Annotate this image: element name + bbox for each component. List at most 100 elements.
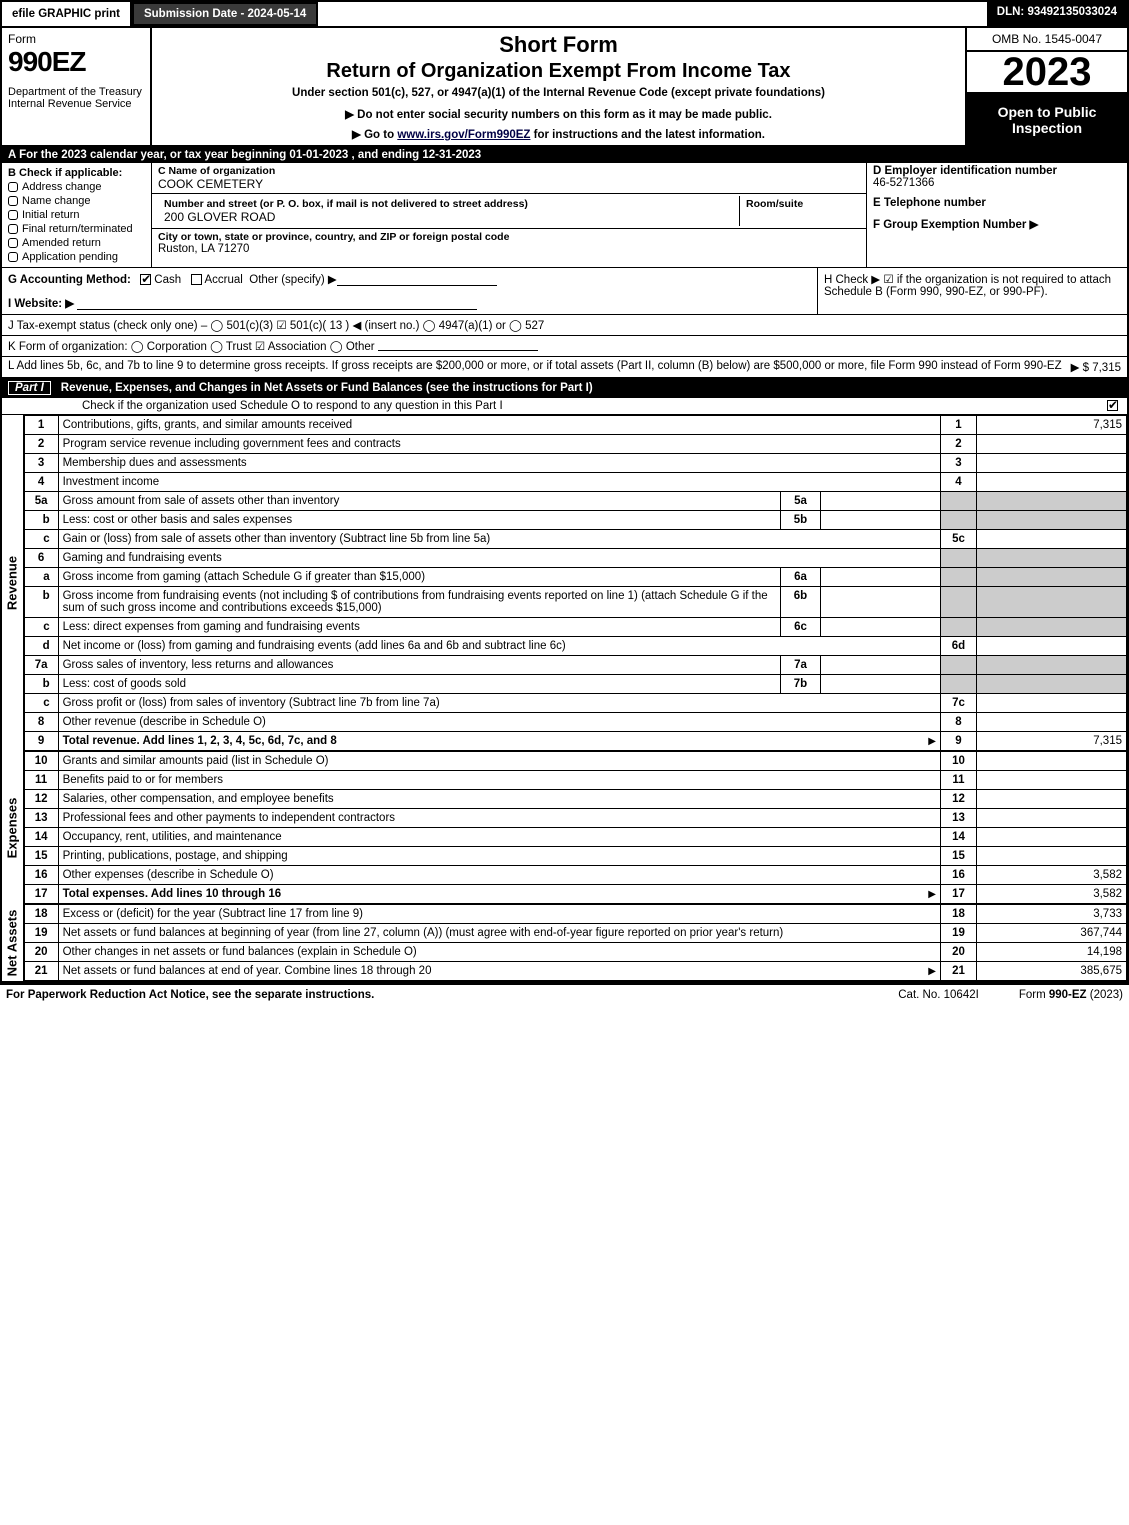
line-7c: cGross profit or (loss) from sales of in… <box>24 694 1126 713</box>
org-name-value: COOK CEMETERY <box>158 177 860 191</box>
line-13: 13Professional fees and other payments t… <box>24 809 1126 828</box>
col-b-checkboxes: B Check if applicable: Address change Na… <box>2 163 152 267</box>
open-to-public: Open to Public Inspection <box>967 94 1127 145</box>
line-5c: cGain or (loss) from sale of assets othe… <box>24 530 1126 549</box>
address-value: 200 GLOVER ROAD <box>164 210 733 224</box>
form-title: Return of Organization Exempt From Incom… <box>160 60 957 83</box>
checkbox-address-change[interactable] <box>8 182 18 192</box>
l-text: L Add lines 5b, 6c, and 7b to line 9 to … <box>8 360 1062 374</box>
opt-initial-return: Initial return <box>22 209 79 221</box>
footer-right: Form 990-EZ (2023) <box>1019 989 1123 1001</box>
checkbox-initial-return[interactable] <box>8 210 18 220</box>
part1-sub: Check if the organization used Schedule … <box>2 398 1127 415</box>
checkbox-name-change[interactable] <box>8 196 18 206</box>
row-a-calendar-year: A For the 2023 calendar year, or tax yea… <box>2 147 1127 163</box>
line-15: 15Printing, publications, postage, and s… <box>24 847 1126 866</box>
goto-post: for instructions and the latest informat… <box>530 129 765 141</box>
opt-application-pending: Application pending <box>22 251 118 263</box>
part1-sub-text: Check if the organization used Schedule … <box>82 400 503 412</box>
line-9: 9Total revenue. Add lines 1, 2, 3, 4, 5c… <box>24 732 1126 751</box>
block-bcdef: B Check if applicable: Address change Na… <box>2 163 1127 268</box>
side-netassets: Net Assets <box>2 904 24 981</box>
col-c-org-info: C Name of organization COOK CEMETERY Num… <box>152 163 867 267</box>
org-name-block: C Name of organization COOK CEMETERY <box>152 163 866 194</box>
col-def: D Employer identification number46-52713… <box>867 163 1127 267</box>
line-12: 12Salaries, other compensation, and empl… <box>24 790 1126 809</box>
city-heading: City or town, state or province, country… <box>158 231 860 243</box>
line-5a: 5aGross amount from sale of assets other… <box>24 492 1126 511</box>
short-form-title: Short Form <box>160 32 957 58</box>
netassets-table: 18Excess or (deficit) for the year (Subt… <box>24 904 1127 981</box>
form-word: Form <box>8 32 144 46</box>
g-accounting: G Accounting Method: Cash Accrual Other … <box>2 268 817 314</box>
other-specify-input[interactable] <box>337 274 497 286</box>
ssn-warning: ▶ Do not enter social security numbers o… <box>160 107 957 121</box>
city-block: City or town, state or province, country… <box>152 229 866 257</box>
line-6b: bGross income from fundraising events (n… <box>24 587 1126 618</box>
goto-pre: ▶ Go to <box>352 129 397 141</box>
header-left: Form 990EZ Department of the Treasury In… <box>2 28 152 145</box>
opt-other: Other (specify) ▶ <box>249 274 336 286</box>
h-schedule-b: H Check ▶ ☑ if the organization is not r… <box>817 268 1127 314</box>
line-6a: aGross income from gaming (attach Schedu… <box>24 568 1126 587</box>
j-text: J Tax-exempt status (check only one) – ◯… <box>8 318 544 332</box>
ein-heading: D Employer identification number <box>873 165 1057 177</box>
line-18: 18Excess or (deficit) for the year (Subt… <box>24 905 1126 924</box>
under-section: Under section 501(c), 527, or 4947(a)(1)… <box>160 87 957 99</box>
g-label: G Accounting Method: <box>8 274 131 286</box>
form-number: 990EZ <box>8 46 144 78</box>
line-1: 1Contributions, gifts, grants, and simil… <box>24 416 1126 435</box>
efile-print-button[interactable]: efile GRAPHIC print <box>2 2 132 26</box>
checkbox-schedule-o[interactable] <box>1107 400 1118 411</box>
omb-number: OMB No. 1545-0047 <box>967 28 1127 52</box>
department: Department of the Treasury Internal Reve… <box>8 86 144 110</box>
form-container: efile GRAPHIC print Submission Date - 20… <box>0 0 1129 983</box>
page-footer: For Paperwork Reduction Act Notice, see … <box>0 983 1129 1005</box>
line-8: 8Other revenue (describe in Schedule O)8 <box>24 713 1126 732</box>
row-l-gross-receipts: L Add lines 5b, 6c, and 7b to line 9 to … <box>2 357 1127 378</box>
tax-year: 2023 <box>967 52 1127 94</box>
checkbox-amended-return[interactable] <box>8 238 18 248</box>
line-17: 17Total expenses. Add lines 10 through 1… <box>24 885 1126 904</box>
ein-value: 46-5271366 <box>873 177 934 189</box>
opt-cash: Cash <box>154 274 181 286</box>
footer-left: For Paperwork Reduction Act Notice, see … <box>6 989 858 1001</box>
line-3: 3Membership dues and assessments3 <box>24 454 1126 473</box>
i-website-label: I Website: ▶ <box>8 298 74 310</box>
irs-link[interactable]: www.irs.gov/Form990EZ <box>397 129 530 141</box>
line-7b: bLess: cost of goods sold7b <box>24 675 1126 694</box>
line-20: 20Other changes in net assets or fund ba… <box>24 943 1126 962</box>
netassets-section: Net Assets 18Excess or (deficit) for the… <box>2 904 1127 981</box>
opt-final-return: Final return/terminated <box>22 223 133 235</box>
row-j-tax-exempt: J Tax-exempt status (check only one) – ◯… <box>2 315 1127 336</box>
line-21: 21Net assets or fund balances at end of … <box>24 962 1126 981</box>
part1-header: Part I Revenue, Expenses, and Changes in… <box>2 378 1127 398</box>
phone-heading: E Telephone number <box>873 197 986 209</box>
city-value: Ruston, LA 71270 <box>158 243 860 255</box>
revenue-table: 1Contributions, gifts, grants, and simil… <box>24 415 1127 751</box>
k-text: K Form of organization: ◯ Corporation ◯ … <box>8 339 375 353</box>
line-5b: bLess: cost or other basis and sales exp… <box>24 511 1126 530</box>
opt-accrual: Accrual <box>205 274 243 286</box>
checkbox-cash[interactable] <box>140 274 151 285</box>
b-label: B Check if applicable: <box>8 167 122 179</box>
line-10: 10Grants and similar amounts paid (list … <box>24 752 1126 771</box>
address-heading: Number and street (or P. O. box, if mail… <box>164 198 733 210</box>
submission-date: Submission Date - 2024-05-14 <box>132 2 318 26</box>
row-gh: G Accounting Method: Cash Accrual Other … <box>2 268 1127 315</box>
expenses-section: Expenses 10Grants and similar amounts pa… <box>2 751 1127 904</box>
website-input[interactable] <box>77 298 477 310</box>
checkbox-application-pending[interactable] <box>8 252 18 262</box>
line-2: 2Program service revenue including gover… <box>24 435 1126 454</box>
line-16: 16Other expenses (describe in Schedule O… <box>24 866 1126 885</box>
opt-amended-return: Amended return <box>22 237 101 249</box>
checkbox-accrual[interactable] <box>191 274 202 285</box>
k-other-input[interactable] <box>378 339 538 351</box>
address-row: Number and street (or P. O. box, if mail… <box>152 194 866 229</box>
line-14: 14Occupancy, rent, utilities, and mainte… <box>24 828 1126 847</box>
checkbox-final-return[interactable] <box>8 224 18 234</box>
room-heading: Room/suite <box>746 198 854 210</box>
line-11: 11Benefits paid to or for members11 <box>24 771 1126 790</box>
opt-address-change: Address change <box>22 181 102 193</box>
part1-title: Revenue, Expenses, and Changes in Net As… <box>61 382 593 394</box>
